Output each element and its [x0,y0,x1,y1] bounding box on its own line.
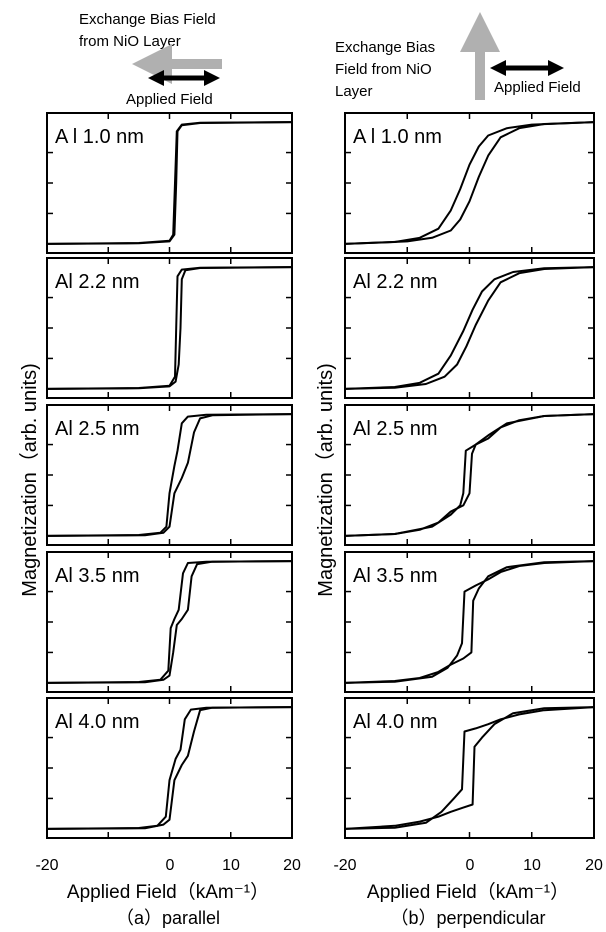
bias-label-line3: Layer [335,83,373,100]
hysteresis-branch-descending [344,560,595,684]
x-axis-label-parallel: Applied Field（kAm⁻¹） [67,881,269,903]
panel-label: Al 4.0 nm [55,711,139,733]
panel-label: A l 1.0 nm [353,126,442,148]
x-ticks-perpendicular: -20 0 10 20 [333,857,603,874]
x-tick-label: 10 [222,857,240,874]
panel-label-bg [350,270,441,294]
bias-label-line2: Field from NiO [335,61,432,78]
panel-label-bg [52,125,147,149]
hysteresis-panel-parallel-4: Al 3.5 nm [46,551,293,693]
hysteresis-branch-descending [46,413,293,537]
x-tick-label: 20 [283,857,301,874]
panel-label: Al 3.5 nm [353,565,437,587]
panel-label-bg [52,270,143,294]
hysteresis-panel-perpendicular-3: Al 2.5 nm [344,404,595,546]
panel-label: Al 3.5 nm [55,565,139,587]
panel-label-bg [350,564,441,588]
hysteresis-branch-descending [46,121,293,245]
caption-perpendicular: （b）perpendicular [390,908,545,928]
bias-label-line1: Exchange Bias Field [79,11,216,28]
panel-label: Al 2.2 nm [353,271,437,293]
panel-label: Al 2.5 nm [353,418,437,440]
panel-label: Al 2.5 nm [55,418,139,440]
x-tick-label: 20 [585,857,603,874]
hysteresis-branch-ascending [344,266,595,390]
hysteresis-branch-ascending [344,121,595,245]
panel-label: Al 2.2 nm [55,271,139,293]
x-tick-label: 10 [523,857,541,874]
hysteresis-panel-perpendicular-4: Al 3.5 nm [344,551,595,693]
legend-perpendicular: Exchange Bias Field from NiO Layer Appli… [335,12,581,100]
hysteresis-panel-perpendicular-2: Al 2.2 nm [344,257,595,399]
panel-label-bg [52,564,143,588]
panel-label-bg [350,710,441,734]
caption-parallel: （a）parallel [116,908,220,928]
x-tick-label: 0 [466,857,475,874]
hysteresis-branch-descending [46,560,293,684]
x-tick-label: -20 [333,857,356,874]
x-ticks-parallel: -20 0 10 20 [35,857,301,874]
hysteresis-branch-descending [46,706,293,830]
panels: A l 1.0 nm Al 2.2 nm Al 2.5 nm Al 3.5 nm Al … [46,112,595,839]
hysteresis-panel-parallel-2: Al 2.2 nm [46,257,293,399]
panel-label: A l 1.0 nm [55,126,144,148]
y-axis-label-perpendicular: Magnetization（arb. units) [314,363,337,596]
panel-label-bg [52,710,143,734]
x-tick-label: -20 [35,857,58,874]
bias-label-line2: from NiO Layer [79,33,181,50]
hysteresis-branch-descending [46,266,293,390]
applied-field-label: Applied Field [126,91,213,108]
legend-parallel: Exchange Bias Field from NiO Layer Appli… [79,11,222,108]
hysteresis-panel-parallel-5: Al 4.0 nm [46,697,293,839]
panel-label-bg [350,417,441,441]
hysteresis-panel-parallel-1: A l 1.0 nm [46,112,293,254]
hysteresis-panel-perpendicular-1: A l 1.0 nm [344,112,595,254]
y-axis-label-parallel: Magnetization（arb. units) [18,363,41,596]
x-axis-label-perpendicular: Applied Field（kAm⁻¹） [367,881,569,903]
hysteresis-branch-ascending [344,706,595,830]
hysteresis-branch-descending [344,413,595,537]
panel-label-bg [350,125,445,149]
hysteresis-branch-descending [344,706,595,830]
panel-label: Al 4.0 nm [353,711,437,733]
hysteresis-panel-parallel-3: Al 2.5 nm [46,404,293,546]
panel-label-bg [52,417,143,441]
bias-label-line1: Exchange Bias [335,39,435,56]
hysteresis-branch-descending [344,266,595,390]
x-tick-label: 0 [166,857,175,874]
applied-field-label: Applied Field [494,79,581,96]
hysteresis-branch-descending [344,121,595,245]
hysteresis-panel-perpendicular-5: Al 4.0 nm [344,697,595,839]
